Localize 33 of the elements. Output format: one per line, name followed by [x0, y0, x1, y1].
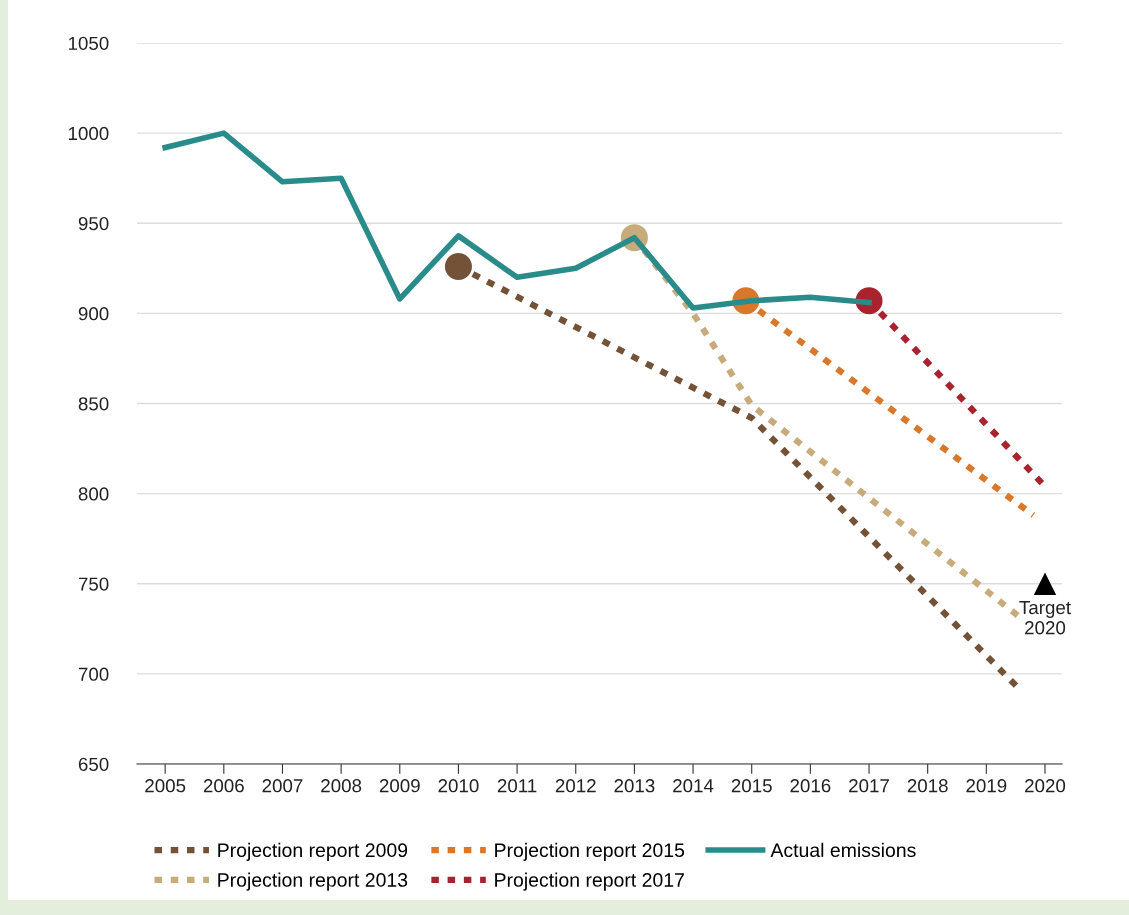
x-tick-label: 2013: [614, 779, 655, 793]
legend-label: Projection report 2013: [218, 872, 408, 891]
x-tick-label: 2011: [497, 779, 537, 793]
point: [444, 252, 472, 281]
y-tick-label: 850: [78, 397, 109, 411]
legend-label: Actual emissions: [770, 842, 916, 858]
x-tick-label: 2012: [555, 779, 596, 793]
y-tick-label: 700: [78, 667, 109, 681]
x-tick-label: 2018: [907, 779, 948, 793]
x-tick-label: 2005: [145, 779, 186, 793]
x-tick-label: 2020: [1025, 779, 1066, 793]
x-tick-label: 2019: [966, 779, 1007, 793]
x-tick-label: 2016: [790, 779, 831, 793]
y-tick-label: 1000: [68, 126, 109, 141]
x-tick-label: 2006: [203, 779, 244, 793]
y-tick-label: 800: [78, 487, 109, 501]
x-tick-label: 2008: [321, 779, 362, 793]
annotation: Target 2020: [1019, 601, 1071, 635]
legend-label: Projection report 2009: [218, 842, 408, 861]
point: [1033, 572, 1057, 595]
y-tick-label: 1050: [68, 36, 109, 50]
x-tick-label: 2015: [731, 779, 772, 793]
x-tick-label: 2014: [673, 779, 714, 793]
legend-label: Projection report 2015: [495, 842, 685, 861]
x-tick-label: 2009: [379, 779, 420, 793]
x-tick-label: 2017: [849, 779, 889, 793]
x-tick-label: 2007: [262, 779, 303, 793]
y-tick-label: 650: [78, 757, 109, 771]
y-tick-label: 900: [78, 307, 109, 321]
x-tick-label: 2010: [438, 779, 479, 793]
y-tick-label: 950: [78, 216, 109, 231]
y-tick-label: 750: [78, 577, 109, 591]
legend-label: Projection report 2017: [495, 872, 684, 891]
